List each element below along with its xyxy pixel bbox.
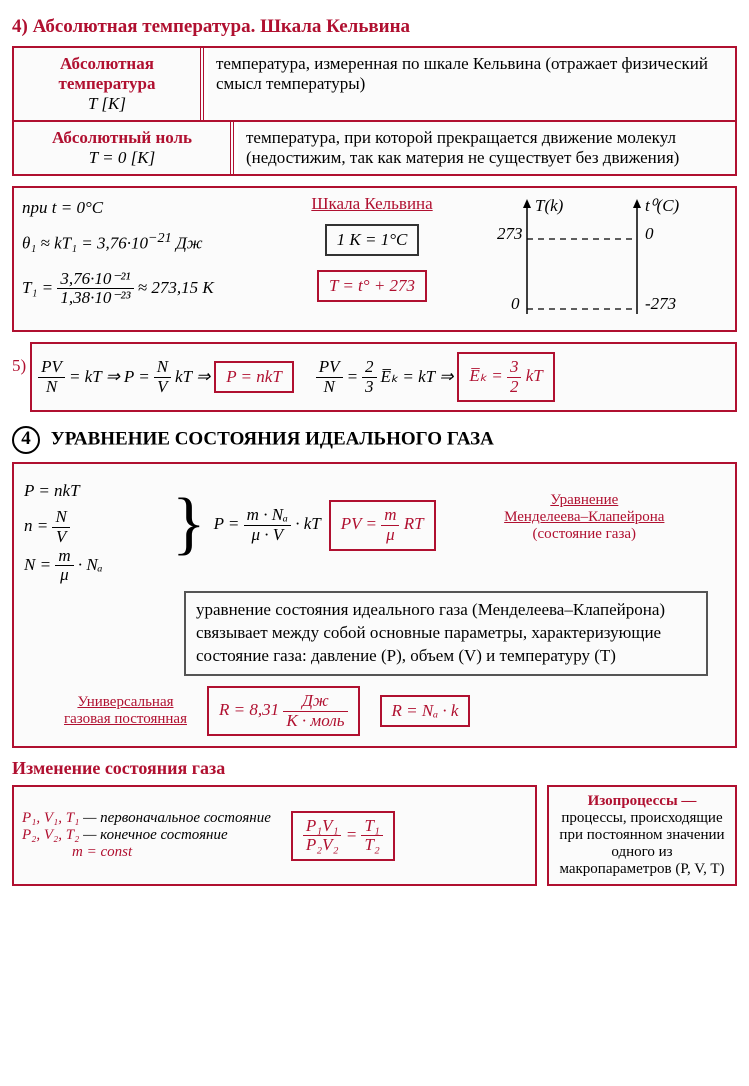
conv2: T = t° + 273 bbox=[317, 270, 427, 302]
abstemp-sym: T [K] bbox=[22, 94, 192, 114]
axis-c-top: 0 bbox=[645, 224, 654, 244]
section4-heading: 4) Абсолютная температура. Шкала Кельвин… bbox=[12, 16, 737, 38]
boxed-PnkT: P = nkT bbox=[214, 361, 294, 393]
sec5-box: PVN = kT ⇒ P = NV kT ⇒ P = nkT PVN = 23 … bbox=[30, 342, 737, 412]
isoprocess-box: Изопроцессы — процессы, происходящие при… bbox=[547, 785, 737, 886]
boxed-Ek: E̅ₖ = 32 kT bbox=[457, 352, 554, 402]
state-change-box: P₁, V₁, T₁ — первоначальное состояние P₂… bbox=[12, 785, 537, 886]
ideal-gas-box: P = nkT n = NV N = mμ · Nₐ } P = m · Nₐμ… bbox=[12, 462, 737, 748]
R-label: Универсальная газовая постоянная bbox=[64, 694, 187, 728]
theta-exp: −21 bbox=[148, 230, 172, 246]
abszero-sym: T = 0 [K] bbox=[22, 148, 222, 168]
derivation: P = m · Nₐμ · V · kT bbox=[214, 506, 321, 544]
sec4-title: Абсолютная температура. Шкала Кельвина bbox=[33, 16, 410, 37]
boxed-R-Nak: R = Nₐ · k bbox=[380, 695, 471, 727]
sec4-num: 4) bbox=[12, 16, 28, 37]
abszero-def: температура, при которой прекращается дв… bbox=[238, 122, 735, 174]
T1-num: 3,76·10⁻²¹ bbox=[57, 270, 133, 290]
left-eqs: P = nkT n = NV N = mμ · Nₐ bbox=[24, 474, 164, 585]
boxed-R-value: R = 8,31 ДжK · моль bbox=[207, 686, 360, 736]
axis-k-bot: 0 bbox=[511, 294, 520, 314]
axis-k-label: T(k) bbox=[535, 196, 563, 216]
sec5-num: 5) bbox=[12, 356, 26, 376]
main-section-heading: 4 УРАВНЕНИЕ СОСТОЯНИЯ ИДЕАЛЬНОГО ГАЗА bbox=[12, 426, 737, 454]
T1-res: ≈ 273,15 K bbox=[138, 278, 214, 297]
boxed-ratio: P₁V₁P₂V₂ = T₁T₂ bbox=[291, 811, 395, 861]
abstemp-def: температура, измеренная по шкале Кельвин… bbox=[208, 48, 735, 120]
axis-k-top: 273 bbox=[497, 224, 523, 244]
mk-definition: уравнение состояния идеального газа (Мен… bbox=[184, 591, 708, 676]
theta-unit: Дж bbox=[172, 234, 203, 253]
brace-icon: } bbox=[172, 474, 206, 574]
theta-eq: θ₁ ≈ kT₁ = 3,76·10 bbox=[22, 234, 148, 253]
state-lines: P₁, V₁, T₁ — первоначальное состояние P₂… bbox=[22, 810, 271, 861]
calc-mid: Шкала Кельвина 1 K = 1°C T = t° + 273 bbox=[287, 194, 457, 324]
abstemp-term: Абсолютная температура bbox=[22, 54, 192, 94]
mk-label: Уравнение Менделеева–Клапейрона (состоян… bbox=[444, 492, 725, 543]
circled-4: 4 bbox=[12, 426, 40, 454]
T1-den: 1,38·10⁻²³ bbox=[57, 289, 133, 308]
definition-table: Абсолютная температура T [K] температура… bbox=[12, 46, 737, 176]
calc-left: при t = 0°C θ₁ ≈ kT₁ = 3,76·10−21 Дж T₁ … bbox=[22, 194, 277, 324]
scale-label: Шкала Кельвина bbox=[287, 194, 457, 214]
abszero-term: Абсолютный ноль bbox=[22, 128, 222, 148]
boxed-PV: PV = mμ RT bbox=[329, 500, 436, 550]
main-title: УРАВНЕНИЕ СОСТОЯНИЯ ИДЕАЛЬНОГО ГАЗА bbox=[51, 429, 494, 450]
cond: при t = 0°C bbox=[22, 198, 277, 218]
state-change-heading: Изменение состояния газа bbox=[12, 758, 737, 779]
kelvin-scale-box: при t = 0°C θ₁ ≈ kT₁ = 3,76·10−21 Дж T₁ … bbox=[12, 186, 737, 332]
axes-diagram: T(k) t⁰(C) 273 0 0 -273 bbox=[467, 194, 727, 324]
axis-c-label: t⁰(C) bbox=[645, 196, 679, 216]
axis-c-bot: -273 bbox=[645, 294, 676, 314]
conv1: 1 K = 1°C bbox=[325, 224, 420, 256]
